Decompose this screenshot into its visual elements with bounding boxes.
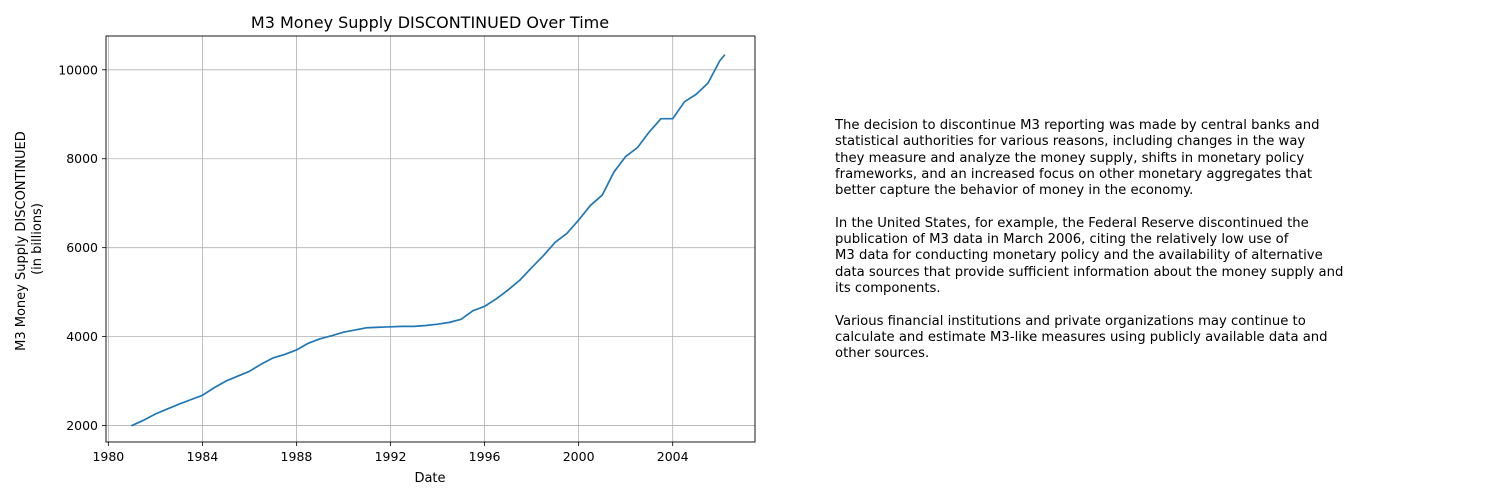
grid	[106, 36, 755, 442]
x-axis-ticks: 1980 1984 1988 1992 1996 2000 2004	[92, 442, 689, 464]
note-line: its components.	[835, 280, 941, 296]
note-line: other sources.	[835, 346, 930, 362]
note-line: publication of M3 data in March 2006, ci…	[835, 232, 1289, 248]
note-line: In the United States, for example, the F…	[835, 215, 1309, 231]
x-tick-label: 1980	[92, 449, 124, 464]
plot-frame	[105, 35, 756, 443]
x-tick-label: 1996	[469, 449, 501, 464]
series-layer	[131, 54, 726, 427]
y-axis-label-line-2: (in billions)	[30, 203, 45, 275]
note-spacer	[835, 199, 1395, 215]
note-line: M3 data for conducting monetary policy a…	[835, 248, 1323, 264]
x-tick-label: 1992	[375, 449, 407, 464]
note-spacer	[835, 297, 1395, 313]
note-line: Various financial institutions and priva…	[835, 313, 1306, 329]
y-axis-label: M3 Money Supply DISCONTINUED (in billion…	[14, 127, 45, 351]
series-line	[131, 54, 726, 427]
note-line: better capture the behavior of money in …	[835, 183, 1194, 199]
y-axis-label-line-1: M3 Money Supply DISCONTINUED	[14, 131, 29, 351]
note-line: frameworks, and an increased focus on ot…	[835, 166, 1313, 182]
x-tick-label: 1984	[187, 449, 219, 464]
note-line: calculate and estimate M3-like measures …	[835, 329, 1328, 345]
x-tick-label: 2000	[563, 449, 595, 464]
y-tick-label: 6000	[66, 240, 98, 255]
y-tick-label: 10000	[58, 62, 98, 77]
y-tick-label: 4000	[66, 329, 98, 344]
y-axis-ticks: 2000 4000 6000 8000 10000	[58, 62, 106, 433]
x-tick-label: 2004	[657, 449, 689, 464]
x-tick-label: 1988	[281, 449, 313, 464]
y-tick-label: 8000	[66, 151, 98, 166]
description-text: The decision to discontinue M3 reporting…	[835, 118, 1395, 362]
note-line: The decision to discontinue M3 reporting…	[835, 118, 1320, 133]
note-line: they measure and analyze the money suppl…	[835, 150, 1305, 166]
y-tick-label: 2000	[66, 418, 98, 433]
chart-title: M3 Money Supply DISCONTINUED Over Time	[251, 13, 609, 32]
note-line: data sources that provide sufficient inf…	[835, 264, 1344, 280]
note-line: statistical authorities for various reas…	[835, 134, 1306, 150]
x-axis-label: Date	[414, 471, 445, 486]
